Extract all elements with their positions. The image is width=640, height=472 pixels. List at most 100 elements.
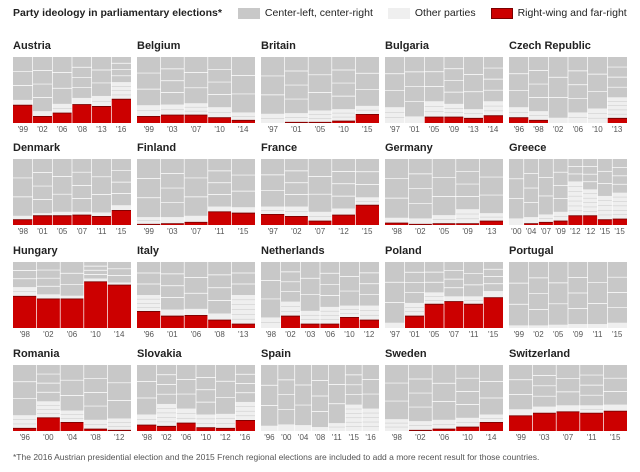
x-tick-label: '98 xyxy=(392,227,403,236)
x-tick-label: '06 xyxy=(573,125,584,134)
x-tick-label: '96 xyxy=(514,125,525,134)
bar-right xyxy=(231,324,255,328)
x-tick-label: '13 xyxy=(96,125,107,134)
bar-center xyxy=(479,159,503,214)
bar-right xyxy=(13,428,37,431)
bar-other xyxy=(331,208,356,216)
bar-right xyxy=(52,215,72,225)
bar-right xyxy=(553,221,568,225)
bar-right xyxy=(444,117,464,123)
bar-center xyxy=(107,365,131,419)
bar-other xyxy=(207,313,232,321)
bar-other xyxy=(607,97,627,119)
bar-center xyxy=(424,57,444,102)
bar-center xyxy=(463,262,484,297)
country-name: Britain xyxy=(261,40,296,52)
x-tick-label: '12 xyxy=(585,227,596,236)
panel-plot: '97 '01 '05 '10 '15 xyxy=(261,57,379,134)
bar-center xyxy=(339,262,360,306)
bar-right xyxy=(184,222,208,225)
x-tick-label: '10 xyxy=(90,330,101,339)
x-tick-label: '13 xyxy=(468,125,479,134)
x-tick-label: '96 xyxy=(20,433,31,442)
x-tick-label: '15 xyxy=(348,433,359,442)
bar-other xyxy=(385,419,409,431)
x-tick-label: '15 xyxy=(610,433,621,442)
x-tick-label: '12 xyxy=(364,330,375,339)
country-name: Greece xyxy=(509,142,547,154)
panel-plot: '99 '03 '07 '11 '15 xyxy=(137,159,255,236)
bar-center xyxy=(355,57,379,106)
bar-right xyxy=(355,205,379,225)
bar-other xyxy=(523,217,539,224)
bar-right xyxy=(137,116,161,123)
bar-center xyxy=(13,365,37,416)
bar-other xyxy=(532,406,557,414)
x-tick-label: '03 xyxy=(167,227,178,236)
x-tick-label: '11 xyxy=(587,433,597,442)
bar-right xyxy=(176,423,196,431)
bar-center xyxy=(556,365,580,406)
x-tick-label: '97 xyxy=(268,227,279,236)
x-tick-label: '14 xyxy=(486,433,497,442)
legend-swatch-right xyxy=(490,7,513,19)
bar-center xyxy=(261,262,281,318)
bar-right xyxy=(207,320,232,328)
country-name: Spain xyxy=(261,348,291,360)
bar-center xyxy=(294,365,312,426)
bar-other xyxy=(548,324,568,328)
bar-right xyxy=(184,315,208,328)
country-name: France xyxy=(261,142,298,154)
bar-other xyxy=(404,302,425,317)
bar-right xyxy=(215,428,236,431)
bar-right xyxy=(13,105,33,123)
x-tick-label: '13 xyxy=(238,330,249,339)
country-name: Switzerland xyxy=(509,348,571,360)
legend-label-other: Other parties xyxy=(414,7,476,19)
bar-center xyxy=(231,57,255,113)
bar-right xyxy=(91,216,112,225)
bar-right xyxy=(331,121,356,123)
bar-center xyxy=(261,365,278,426)
bar-center xyxy=(60,365,84,411)
x-tick-label: '06 xyxy=(191,330,202,339)
bar-center xyxy=(385,262,405,323)
bar-center xyxy=(184,159,208,216)
x-tick-label: '09 xyxy=(462,227,473,236)
x-tick-label: '09 xyxy=(449,125,460,134)
bar-right xyxy=(359,320,379,328)
x-tick-label: '05 xyxy=(315,125,326,134)
bar-center xyxy=(52,57,72,104)
country-name: Sweden xyxy=(385,348,427,360)
bar-other xyxy=(548,117,568,123)
bar-right xyxy=(235,420,255,431)
bar-right xyxy=(60,422,84,431)
x-tick-label: '02 xyxy=(291,227,302,236)
x-tick-label: '00 xyxy=(281,433,292,442)
bar-other xyxy=(184,103,208,116)
bar-center xyxy=(137,262,161,295)
x-tick-label: '08 xyxy=(77,125,88,134)
bar-right xyxy=(463,118,484,123)
x-tick-label: '00 xyxy=(511,227,522,236)
bar-right xyxy=(231,213,255,225)
bar-other xyxy=(83,278,108,282)
legend-swatch-other xyxy=(387,7,410,19)
bar-right xyxy=(32,116,53,123)
bar-center xyxy=(137,365,157,415)
bar-right xyxy=(479,422,503,431)
panel-plot: '97 '02 '07 '12 '15 xyxy=(261,159,379,236)
country-name: Romania xyxy=(13,348,60,360)
x-tick-label: '11 xyxy=(215,227,225,236)
x-tick-label: '10 xyxy=(201,433,212,442)
x-tick-label: '06 xyxy=(181,433,192,442)
bar-other xyxy=(261,425,278,431)
x-tick-label: '05 xyxy=(429,330,440,339)
panel-plot: '98 '02 '06 '10 '14 xyxy=(13,262,131,339)
bar-center xyxy=(231,159,255,208)
x-tick-label: '12 xyxy=(570,227,581,236)
bar-right xyxy=(137,425,157,431)
bar-right xyxy=(72,215,92,225)
bar-other xyxy=(483,101,503,116)
